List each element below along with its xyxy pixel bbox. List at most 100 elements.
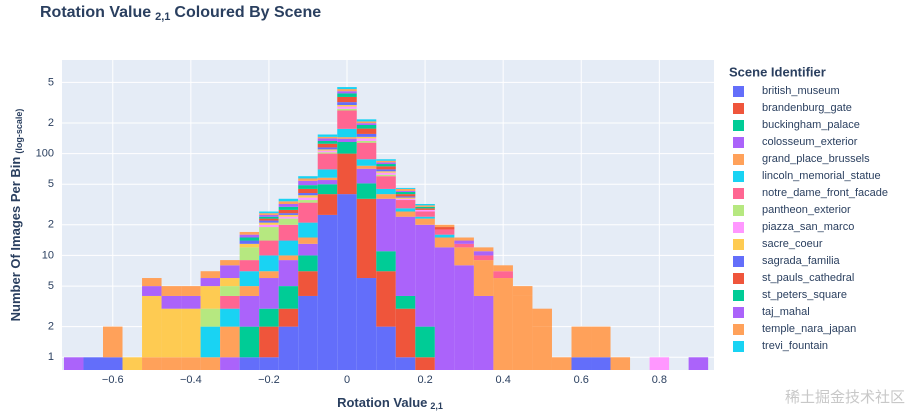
y-tick-label: 2 bbox=[48, 117, 54, 129]
legend-label: sacre_coeur bbox=[762, 238, 823, 250]
x-tick-label: 0.2 bbox=[417, 374, 432, 386]
bar bbox=[259, 278, 279, 309]
y-tick-label: 1 bbox=[48, 351, 54, 363]
x-tick-label: −0.4 bbox=[180, 374, 202, 386]
y-label-sub: (log-scale) bbox=[14, 109, 24, 154]
bar bbox=[395, 216, 416, 296]
bar bbox=[434, 247, 455, 370]
bar bbox=[239, 234, 260, 238]
x-label-main: Rotation Value bbox=[337, 395, 427, 410]
bar bbox=[317, 147, 338, 150]
legend-swatch bbox=[733, 307, 744, 318]
bar bbox=[239, 240, 260, 244]
bar bbox=[317, 140, 338, 144]
legend-label: british_museum bbox=[762, 85, 840, 97]
bar bbox=[317, 180, 338, 185]
bar bbox=[337, 105, 357, 107]
bar bbox=[259, 218, 279, 221]
bar bbox=[415, 224, 435, 327]
bar bbox=[298, 195, 318, 198]
bar bbox=[278, 216, 299, 219]
bar bbox=[395, 200, 416, 209]
bar bbox=[434, 229, 455, 235]
bar bbox=[278, 255, 299, 261]
legend-swatch bbox=[733, 273, 744, 284]
bar bbox=[376, 271, 396, 327]
bar bbox=[161, 295, 182, 309]
x-tick-label: 0.6 bbox=[574, 374, 589, 386]
bar bbox=[259, 326, 279, 358]
bar bbox=[181, 295, 201, 309]
legend-label: grand_place_brussels bbox=[762, 153, 870, 165]
bar bbox=[259, 271, 279, 279]
bar bbox=[317, 152, 338, 154]
bar bbox=[493, 271, 513, 279]
bar bbox=[376, 194, 396, 199]
bar bbox=[298, 188, 318, 194]
legend-swatch bbox=[733, 86, 744, 97]
bar bbox=[356, 136, 377, 139]
bar bbox=[337, 106, 357, 109]
bar bbox=[239, 237, 260, 241]
bar bbox=[376, 326, 396, 370]
bar bbox=[239, 231, 260, 235]
bar bbox=[473, 255, 494, 261]
bar bbox=[259, 214, 279, 217]
legend-title: Scene Identifier bbox=[729, 64, 826, 79]
bar bbox=[278, 213, 299, 215]
bar bbox=[220, 265, 240, 279]
chart-title: Rotation Value 2,1 Coloured By Scene bbox=[40, 4, 321, 23]
bar bbox=[239, 286, 260, 296]
bar bbox=[454, 265, 474, 370]
bar bbox=[356, 278, 377, 370]
legend-label: temple_nara_japan bbox=[762, 323, 856, 335]
bar bbox=[376, 172, 396, 175]
bar bbox=[337, 153, 357, 195]
y-axis-label: Number Of Images Per Bin (log-scale) bbox=[8, 109, 24, 322]
legend-label: trevi_fountain bbox=[762, 340, 828, 352]
bars bbox=[63, 87, 709, 370]
legend-swatch bbox=[733, 239, 744, 250]
bar bbox=[278, 224, 299, 241]
bar bbox=[278, 214, 299, 217]
bar bbox=[278, 326, 299, 370]
bar bbox=[278, 201, 299, 204]
bar bbox=[278, 198, 299, 202]
bar bbox=[356, 124, 377, 129]
bar bbox=[200, 308, 221, 327]
bar bbox=[337, 141, 357, 154]
bar bbox=[454, 240, 474, 244]
bar bbox=[317, 194, 338, 215]
bar bbox=[200, 271, 221, 279]
bar bbox=[337, 128, 357, 138]
legend-label: sagrada_familia bbox=[762, 255, 841, 267]
bar bbox=[298, 295, 318, 370]
bar bbox=[278, 286, 299, 309]
bar bbox=[376, 169, 396, 172]
bar bbox=[278, 308, 299, 327]
bar bbox=[434, 234, 455, 238]
bar bbox=[473, 247, 494, 252]
bar bbox=[415, 218, 435, 225]
x-tick-label: −0.2 bbox=[258, 374, 280, 386]
legend-swatch bbox=[733, 188, 744, 199]
bar bbox=[376, 174, 396, 177]
bar bbox=[356, 128, 377, 134]
bar bbox=[473, 260, 494, 296]
bar bbox=[415, 326, 435, 358]
bar bbox=[239, 243, 260, 248]
y-tick-label: 10 bbox=[42, 249, 54, 261]
x-axis-label: Rotation Value 2,1 bbox=[337, 395, 443, 411]
bar bbox=[434, 224, 455, 228]
bar bbox=[259, 308, 279, 327]
bar bbox=[395, 188, 416, 191]
bar bbox=[356, 123, 377, 125]
bar bbox=[278, 209, 299, 214]
bar bbox=[220, 260, 240, 266]
bar bbox=[278, 203, 299, 207]
bar bbox=[239, 247, 260, 261]
bar bbox=[278, 218, 299, 225]
bar bbox=[220, 326, 240, 358]
y-tick-label: 5 bbox=[48, 280, 54, 292]
bar bbox=[434, 227, 455, 230]
